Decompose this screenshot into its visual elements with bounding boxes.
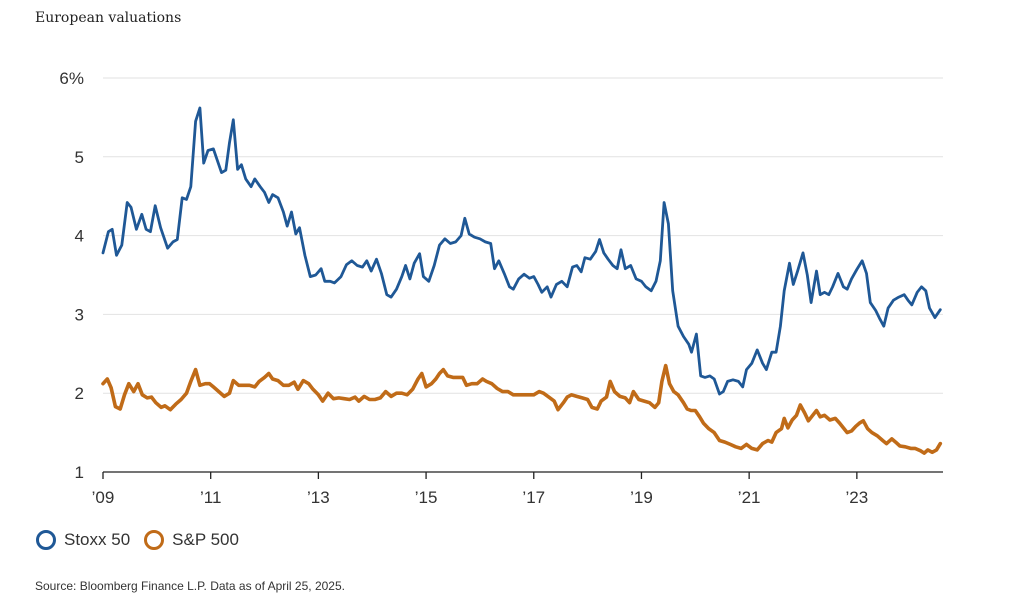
y-tick-label: 3 — [75, 305, 84, 324]
x-tick-label: ’17 — [522, 488, 545, 507]
gridlines — [103, 77, 943, 394]
y-tick-label: 4 — [75, 227, 84, 246]
y-axis-ticks: 6% 5 4 3 2 1 — [59, 69, 84, 482]
legend-item-stoxx-50: Stoxx 50 — [36, 530, 130, 550]
x-tick-label: ’19 — [630, 488, 653, 507]
legend: Stoxx 50 S&P 500 — [36, 530, 253, 550]
source-note: Source: Bloomberg Finance L.P. Data as o… — [35, 579, 345, 593]
x-tick-label: ’21 — [738, 488, 761, 507]
y-tick-label: 6% — [59, 69, 84, 88]
x-tick-label: ’13 — [307, 488, 330, 507]
x-tick-label: ’15 — [415, 488, 438, 507]
x-tick-label: ’11 — [200, 488, 221, 507]
series-lines — [101, 106, 943, 455]
series-line-sp-500 — [101, 363, 943, 455]
chart-title: European valuations — [35, 10, 182, 26]
x-tick-label: ’23 — [846, 488, 869, 507]
y-tick-label: 1 — [75, 463, 84, 482]
legend-label-stoxx-50: Stoxx 50 — [64, 530, 131, 549]
series-line-stoxx-50 — [101, 106, 942, 396]
x-tick-label: ’09 — [92, 488, 115, 507]
y-tick-label: 2 — [75, 384, 84, 403]
legend-swatch-stoxx-50 — [36, 530, 56, 550]
x-axis-ticks: ’09 ’11 ’13 ’15 ’17 ’19 ’21 ’23 — [92, 472, 869, 507]
legend-item-sp-500: S&P 500 — [144, 530, 239, 550]
y-tick-label: 5 — [75, 148, 84, 167]
legend-label-sp-500: S&P 500 — [172, 530, 239, 549]
legend-swatch-sp-500 — [144, 530, 165, 550]
